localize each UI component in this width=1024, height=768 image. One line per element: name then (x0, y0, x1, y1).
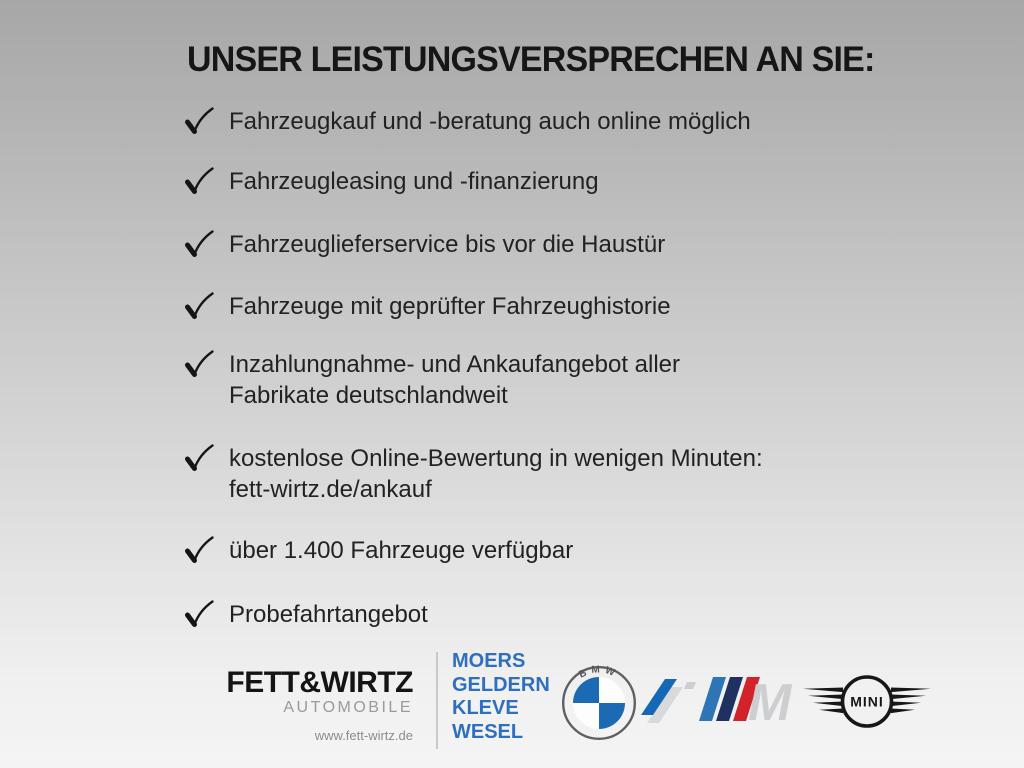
checklist-item: über 1.400 Fahrzeuge verfügbar (184, 535, 573, 566)
checklist-item: Fahrzeuge mit geprüfter Fahrzeughistorie (184, 291, 671, 322)
checklist-item-text-block: Probefahrtangebot (229, 599, 428, 630)
dealer-name: FETT&WIRTZ (226, 666, 413, 699)
dealer-subtitle: AUTOMOBILE (283, 699, 413, 716)
checklist-item-text-block: kostenlose Online-Bewertung in wenigen M… (229, 443, 763, 505)
checklist-item-text: Inzahlungnahme- und Ankaufangebot aller (229, 351, 681, 378)
bmw-i-logo (641, 679, 696, 723)
checklist-item-text: Probefahrtangebot (229, 601, 428, 628)
checklist-item: kostenlose Online-Bewertung in wenigen M… (184, 443, 763, 505)
dealer-locations: MOERS GELDERN KLEVE WESEL (452, 650, 550, 744)
checklist-item-text: über 1.400 Fahrzeuge verfügbar (229, 537, 574, 564)
checklist-item: Fahrzeugleasing und -finanzierung (184, 166, 599, 197)
page-title: UNSER LEISTUNGSVERSPRECHEN AN SIE: (187, 40, 875, 80)
checklist-item: Fahrzeugkauf und -beratung auch online m… (184, 106, 751, 137)
dealer-location: GELDERN (452, 673, 550, 696)
checklist-item-text-block: Fahrzeugkauf und -beratung auch online m… (229, 106, 751, 137)
checklist-item-text: Fahrzeugkauf und -beratung auch online m… (229, 108, 751, 135)
checklist-item-text-block: Fahrzeuglieferservice bis vor die Haustü… (229, 229, 665, 260)
dealer-location: WESEL (452, 720, 524, 743)
checklist-item-text: Fahrzeuglieferservice bis vor die Haustü… (229, 231, 666, 258)
check-icon (185, 107, 214, 134)
checklist-item: Fahrzeuglieferservice bis vor die Haustü… (184, 229, 665, 260)
checklist-item-text: Fahrzeuge mit geprüfter Fahrzeughistorie (229, 293, 671, 320)
bmw-m-logo: M (699, 677, 793, 721)
check-icon (185, 536, 214, 563)
checklist-item-text: fett-wirtz.de/ankauf (229, 476, 432, 503)
check-icon (185, 444, 214, 471)
checklist-item-text: Fabrikate deutschlandweit (229, 382, 508, 409)
svg-text:M: M (748, 677, 793, 721)
svg-text:MINI: MINI (850, 694, 884, 710)
check-icon (185, 350, 214, 377)
check-icon (185, 600, 214, 627)
checklist-item-text-block: Fahrzeugleasing und -finanzierung (229, 166, 599, 197)
checklist-item-text: kostenlose Online-Bewertung in wenigen M… (229, 445, 763, 472)
dealer-location: KLEVE (452, 697, 519, 719)
checklist-item-text-block: Inzahlungnahme- und Ankaufangebot aller F… (229, 349, 680, 411)
dealer-logo: FETT&WIRTZ AUTOMOBILE www.fett-wirtz.de (0, 666, 413, 743)
dealer-location: MOERS (452, 650, 526, 672)
bmw-logo: BMW (562, 664, 636, 740)
checklist-item-text-block: Fahrzeuge mit geprüfter Fahrzeughistorie (229, 291, 671, 322)
checklist-item: Probefahrtangebot (184, 599, 428, 630)
checklist-item: Inzahlungnahme- und Ankaufangebot aller F… (184, 349, 680, 411)
check-icon (185, 167, 214, 194)
check-icon (185, 230, 214, 257)
check-icon (185, 292, 214, 319)
checklist-item-text: Fahrzeugleasing und -finanzierung (229, 168, 599, 195)
checklist-item-text-block: über 1.400 Fahrzeuge verfügbar (229, 535, 573, 566)
mini-logo: MINI (803, 675, 931, 728)
dealer-website: www.fett-wirtz.de (314, 728, 413, 743)
footer-divider (436, 652, 438, 749)
